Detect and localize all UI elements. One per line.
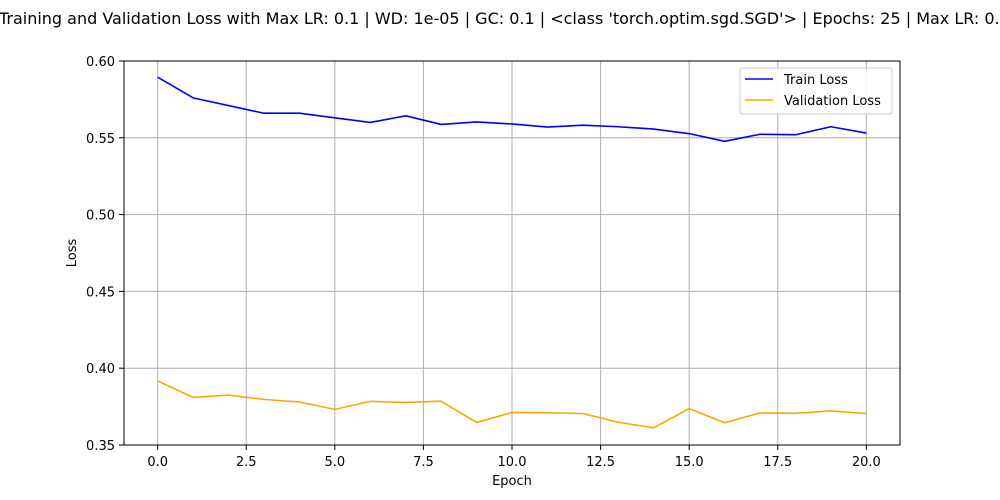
y-tick-label: 0.55 bbox=[86, 132, 115, 147]
y-tick-label: 0.60 bbox=[86, 55, 115, 70]
x-tick-label: 2.5 bbox=[236, 455, 257, 470]
x-tick-label: 7.5 bbox=[413, 455, 434, 470]
series-line-validation-loss bbox=[157, 380, 867, 429]
y-axis-label: Loss bbox=[65, 239, 80, 268]
x-tick-label: 10.0 bbox=[498, 455, 527, 470]
legend-label: Validation Loss bbox=[784, 94, 881, 109]
axis-ticks: 0.0 2.5 5.0 7.5 10.0 12.5 15.0 17.5 20.0 0.35 0.40… bbox=[86, 55, 881, 470]
grid bbox=[124, 60, 900, 446]
x-tick-label: 12.5 bbox=[586, 455, 615, 470]
legend: Train Loss Validation Loss bbox=[739, 67, 893, 115]
series-line-train-loss bbox=[157, 76, 867, 143]
y-tick-label: 0.40 bbox=[86, 362, 115, 377]
x-tick-label: 17.5 bbox=[763, 455, 792, 470]
x-tick-label: 5.0 bbox=[324, 455, 345, 470]
x-axis-label: Epoch bbox=[492, 474, 532, 489]
x-tick-label: 15.0 bbox=[675, 455, 704, 470]
series-lines bbox=[157, 76, 867, 429]
chart-title: Training and Validation Loss with Max LR… bbox=[0, 9, 1000, 28]
x-tick-label: 0.0 bbox=[147, 455, 168, 470]
legend-box bbox=[739, 67, 893, 115]
y-tick-label: 0.45 bbox=[86, 285, 115, 300]
legend-label: Train Loss bbox=[783, 73, 848, 88]
x-tick-label: 20.0 bbox=[852, 455, 881, 470]
y-tick-label: 0.35 bbox=[86, 439, 115, 454]
y-tick-label: 0.50 bbox=[86, 209, 115, 224]
